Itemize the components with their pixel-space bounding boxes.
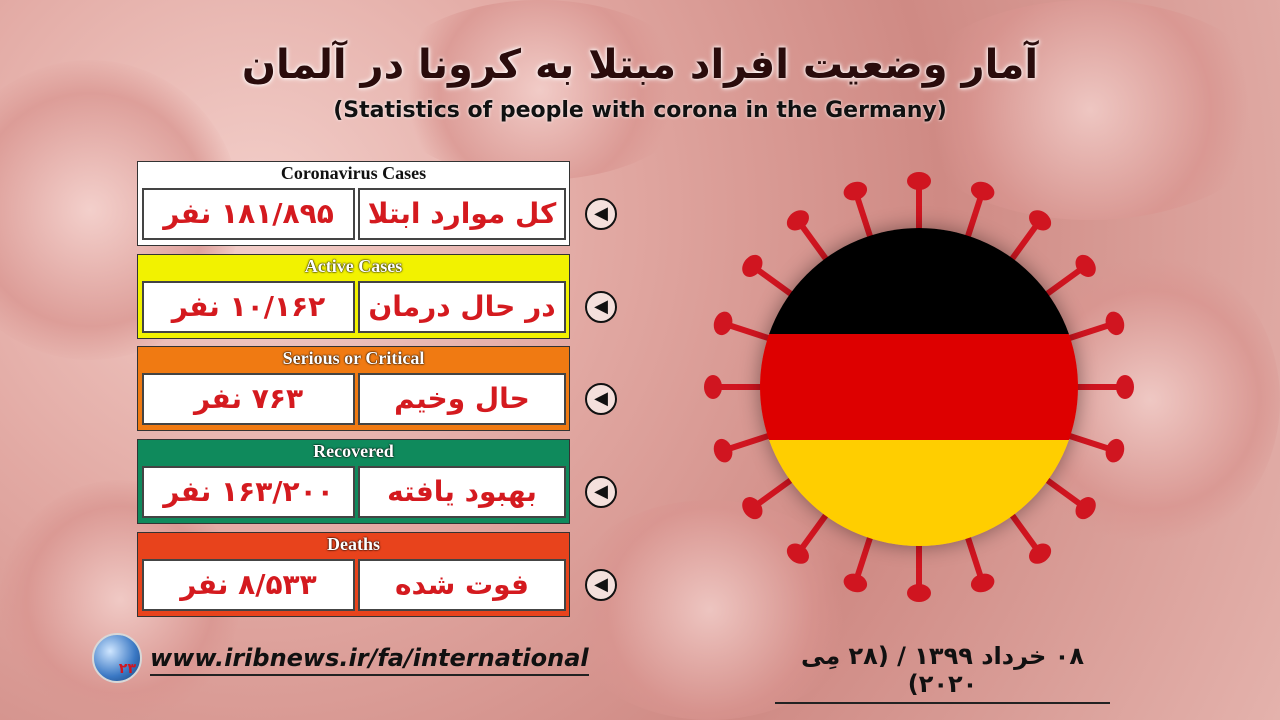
card-value: ۱۰/۱۶۲ نفر	[142, 281, 355, 333]
page-subtitle: (Statistics of people with corona in the…	[333, 98, 947, 123]
report-date: ۰۸ خرداد ۱۳۹۹ / (۲۸ مِی ۲۰۲۰)	[775, 642, 1110, 704]
card-label: فوت شده	[358, 559, 566, 611]
chevron-left-circle-icon[interactable]: ◀	[585, 569, 617, 601]
card-label: حال وخیم	[358, 373, 566, 425]
chevron-left-circle-icon[interactable]: ◀	[585, 383, 617, 415]
card-value: ۱۶۳/۲۰۰ نفر	[142, 466, 355, 518]
card-value: ۱۸۱/۸۹۵ نفر	[142, 188, 355, 240]
virus-spike	[907, 537, 931, 602]
card-label: کل موارد ابتلا	[358, 188, 566, 240]
stat-card: Recovered ۱۶۳/۲۰۰ نفر بهبود یافته	[137, 439, 570, 524]
chevron-left-circle-icon[interactable]: ◀	[585, 476, 617, 508]
stat-card: Deaths ۸/۵۳۳ نفر فوت شده	[137, 532, 570, 617]
stat-card: Coronavirus Cases ۱۸۱/۸۹۵ نفر کل موارد ا…	[137, 161, 570, 246]
card-label: در حال درمان	[358, 281, 566, 333]
stat-card: Active Cases ۱۰/۱۶۲ نفر در حال درمان	[137, 254, 570, 339]
card-header: Active Cases	[304, 256, 403, 276]
card-value: ۸/۵۳۳ نفر	[142, 559, 355, 611]
card-header: Coronavirus Cases	[280, 163, 427, 183]
source-url[interactable]: www.iribnews.ir/fa/international	[150, 644, 589, 676]
card-value: ۷۶۳ نفر	[142, 373, 355, 425]
card-header: Serious or Critical	[282, 348, 425, 368]
chevron-left-circle-icon[interactable]: ◀	[585, 291, 617, 323]
iribnews-logo: ۲۳	[92, 633, 142, 683]
germany-flag-virus	[760, 228, 1078, 546]
stat-card: Serious or Critical ۷۶۳ نفر حال وخیم	[137, 346, 570, 431]
page-title: آمار وضعیت افراد مبتلا به کرونا در آلمان	[241, 42, 1039, 88]
card-header: Deaths	[327, 534, 380, 554]
card-header: Recovered	[313, 441, 394, 461]
chevron-left-circle-icon[interactable]: ◀	[585, 198, 617, 230]
card-label: بهبود یافته	[358, 466, 566, 518]
